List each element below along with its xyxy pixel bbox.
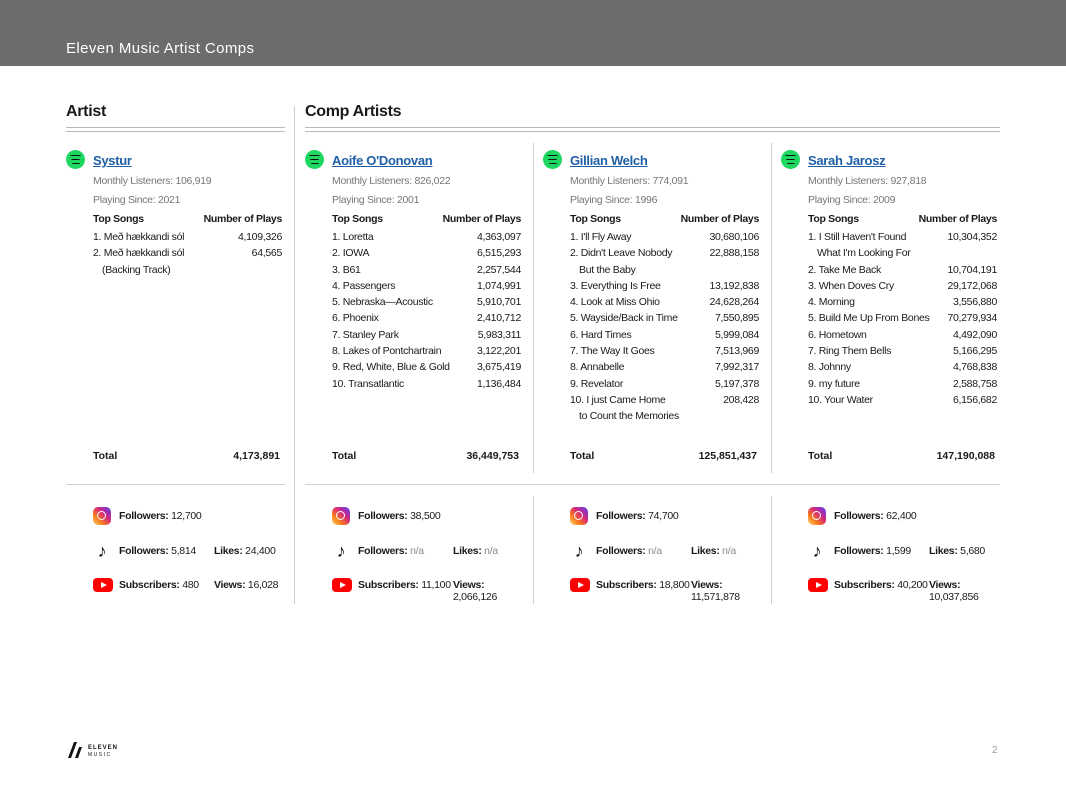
song-row: 3. When Doves Cry 29,172,068 <box>808 279 997 292</box>
divider <box>66 127 285 128</box>
songs-table-header: Top Songs Number of Plays <box>808 213 997 225</box>
playing-since: Playing Since: 2009 <box>808 194 896 206</box>
monthly-listeners: Monthly Listeners: 826,022 <box>332 175 451 187</box>
song-row: 1. I Still Haven't Found 10,304,352 <box>808 231 997 243</box>
comp-artist-column: Aoife O'Donovan Monthly Listeners: 826,0… <box>305 150 521 392</box>
column-divider <box>294 106 295 604</box>
spotify-icon <box>66 150 85 169</box>
song-row-continuation: to Count the Memories <box>579 410 679 423</box>
divider <box>66 484 285 485</box>
song-row: 4. Morning 3,556,880 <box>808 296 997 309</box>
comp-artist-column: Sarah Jarosz Monthly Listeners: 927,818 … <box>781 150 997 408</box>
song-row: 2. Didn't Leave Nobody 22,888,158 <box>570 247 759 260</box>
comp-artist-column: Gillian Welch Monthly Listeners: 774,091… <box>543 150 759 425</box>
song-row: 6. Hard Times 5,999,084 <box>570 328 759 341</box>
playing-since: Playing Since: 2021 <box>93 194 181 206</box>
column-divider <box>771 143 772 473</box>
song-row: 8. Lakes of Pontchartrain 3,122,201 <box>332 345 521 358</box>
spotify-icon <box>543 150 562 169</box>
page-title: Eleven Music Artist Comps <box>66 40 255 57</box>
song-row: 6. Phoenix 2,410,712 <box>332 312 521 325</box>
song-row: 3. Everything Is Free 13,192,838 <box>570 279 759 292</box>
page-number: 2 <box>992 745 998 756</box>
song-row: 6. Hometown 4,492,090 <box>808 328 997 341</box>
song-row: 10. I just Came Home 208,428 <box>570 393 759 406</box>
songs-table-header: Top Songs Number of Plays <box>332 213 521 225</box>
song-row: 2. Með hækkandi sól 64,565 <box>93 247 282 260</box>
playing-since: Playing Since: 2001 <box>332 194 420 206</box>
songs-table-header: Top Songs Number of Plays <box>570 213 759 225</box>
tiktok-icon: ♪ <box>812 541 822 561</box>
song-row: 1. I'll Fly Away 30,680,106 <box>570 231 759 243</box>
column-divider <box>533 496 534 604</box>
song-row-continuation: What I'm Looking For <box>817 247 911 260</box>
svg-text:MUSIC: MUSIC <box>88 752 112 758</box>
social-stats: Followers: 12,700 ♪ Followers: 5,814 Likes… <box>93 507 283 596</box>
song-row: 5. Nebraska—Acoustic 5,910,701 <box>332 296 521 309</box>
social-stats: Followers: 74,700 ♪ Followers: n/a Likes: … <box>570 507 760 603</box>
song-row-continuation: But the Baby <box>579 263 636 276</box>
monthly-listeners: Monthly Listeners: 774,091 <box>570 175 689 187</box>
song-row: 7. Ring Them Bells 5,166,295 <box>808 345 997 358</box>
artist-name-link[interactable]: Aoife O'Donovan <box>332 153 433 168</box>
song-row: 1. Loretta 4,363,097 <box>332 231 521 243</box>
artist-name-link[interactable]: Sarah Jarosz <box>808 153 886 168</box>
header-bar: Eleven Music Artist Comps <box>0 0 1066 66</box>
song-row: 4. Look at Miss Ohio 24,628,264 <box>570 296 759 309</box>
instagram-icon <box>332 507 350 525</box>
song-row: 10. Your Water 6,156,682 <box>808 393 997 406</box>
song-row: 8. Annabelle 7,992,317 <box>570 361 759 374</box>
column-divider <box>533 143 534 473</box>
songs-table-header: Top Songs Number of Plays <box>93 213 282 225</box>
comp-artists-section-heading: Comp Artists <box>305 103 402 120</box>
social-stats: Followers: 62,400 ♪ Followers: 1,599 Likes… <box>808 507 998 603</box>
column-divider <box>771 496 772 604</box>
instagram-icon <box>570 507 588 525</box>
youtube-icon <box>808 578 828 592</box>
song-row: 5. Wayside/Back in Time 7,550,895 <box>570 312 759 325</box>
total-row: Total 36,449,753 <box>332 450 519 462</box>
eleven-music-logo: ELEVEN MUSIC <box>66 741 126 764</box>
artist-name-link[interactable]: Systur <box>93 153 132 168</box>
song-row: 4. Passengers 1,074,991 <box>332 279 521 292</box>
instagram-icon <box>808 507 826 525</box>
monthly-listeners: Monthly Listeners: 106,919 <box>93 175 212 187</box>
song-row: 10. Transatlantic 1,136,484 <box>332 377 521 390</box>
spotify-icon <box>305 150 324 169</box>
tiktok-icon: ♪ <box>97 541 107 561</box>
song-row: 7. The Way It Goes 7,513,969 <box>570 345 759 358</box>
total-row: Total 147,190,088 <box>808 450 995 462</box>
artist-name-link[interactable]: Gillian Welch <box>570 153 648 168</box>
song-row: 7. Stanley Park 5,983,311 <box>332 328 521 341</box>
playing-since: Playing Since: 1996 <box>570 194 658 206</box>
youtube-icon <box>332 578 352 592</box>
spotify-icon <box>781 150 800 169</box>
song-row: 5. Build Me Up From Bones 70,279,934 <box>808 312 997 325</box>
artist-column: Systur Monthly Listeners: 106,919 Playin… <box>66 150 282 278</box>
total-row: Total 125,851,437 <box>570 450 757 462</box>
tiktok-icon: ♪ <box>336 541 346 561</box>
total-row: Total 4,173,891 <box>93 450 280 462</box>
song-row: 8. Johnny 4,768,838 <box>808 361 997 374</box>
song-row: 9. Revelator 5,197,378 <box>570 377 759 390</box>
youtube-icon <box>93 578 113 592</box>
tiktok-icon: ♪ <box>574 541 584 561</box>
song-row: 1. Með hækkandi sól 4,109,326 <box>93 231 282 243</box>
divider <box>305 127 1000 128</box>
youtube-icon <box>570 578 590 592</box>
song-row-continuation: (Backing Track) <box>102 263 171 276</box>
divider <box>305 484 1000 485</box>
song-row: 3. B61 2,257,544 <box>332 263 521 276</box>
instagram-icon <box>93 507 111 525</box>
svg-text:ELEVEN: ELEVEN <box>88 745 118 751</box>
song-row: 9. Red, White, Blue & Gold 3,675,419 <box>332 361 521 374</box>
artist-section-heading: Artist <box>66 103 106 120</box>
song-row: 9. my future 2,588,758 <box>808 377 997 390</box>
social-stats: Followers: 38,500 ♪ Followers: n/a Likes: … <box>332 507 522 603</box>
song-row: 2. IOWA 6,515,293 <box>332 247 521 260</box>
divider <box>305 131 1000 132</box>
song-row: 2. Take Me Back 10,704,191 <box>808 263 997 276</box>
divider <box>66 131 285 132</box>
monthly-listeners: Monthly Listeners: 927,818 <box>808 175 927 187</box>
